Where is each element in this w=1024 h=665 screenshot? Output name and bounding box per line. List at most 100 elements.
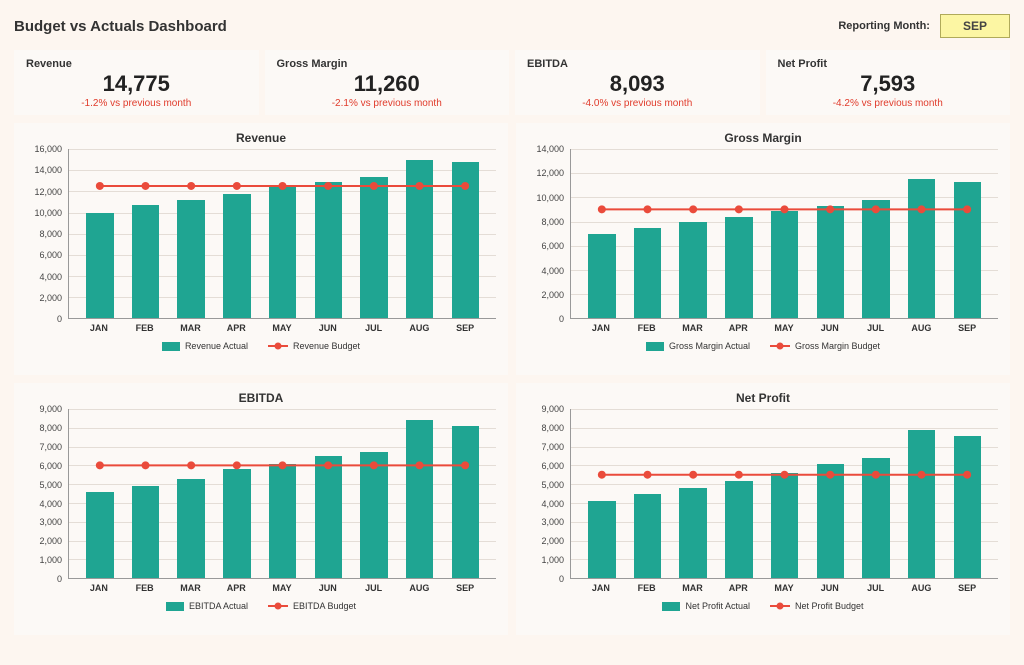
y-axis: 01,0002,0003,0004,0005,0006,0007,0008,00… [26, 409, 68, 579]
bar-slot [944, 409, 990, 578]
bar-slot [716, 409, 762, 578]
chart-card-revenue: Revenue02,0004,0006,0008,00010,00012,000… [14, 123, 508, 375]
bar-slot [442, 149, 488, 318]
x-tick-label: MAY [259, 583, 305, 593]
x-axis: JANFEBMARAPRMAYJUNJULAUGSEP [528, 323, 998, 333]
bar-slot [351, 149, 397, 318]
bar [132, 205, 159, 318]
bar-slot [123, 409, 169, 578]
x-tick-label: MAY [259, 323, 305, 333]
x-tick-label: FEB [122, 323, 168, 333]
x-tick-label: APR [213, 583, 259, 593]
bar [406, 160, 433, 318]
bar-slot [807, 149, 853, 318]
kpi-label: Revenue [26, 58, 247, 70]
legend-item-budget: Revenue Budget [268, 341, 360, 351]
bar-slot [579, 149, 625, 318]
bar [862, 200, 889, 318]
bar [725, 217, 752, 318]
bars [69, 149, 496, 318]
legend-item-budget: EBITDA Budget [268, 601, 356, 611]
bar [86, 213, 113, 319]
bar [679, 222, 706, 319]
legend-label: Gross Margin Budget [795, 341, 880, 351]
bar-slot [899, 409, 945, 578]
legend-label: Revenue Actual [185, 341, 248, 351]
line-swatch-icon [770, 605, 790, 607]
legend-item-budget: Gross Margin Budget [770, 341, 880, 351]
line-swatch-icon [268, 605, 288, 607]
chart-plot: 02,0004,0006,0008,00010,00012,00014,0001… [26, 149, 496, 319]
kpi-card: Revenue14,775-1.2% vs previous month [14, 50, 259, 115]
bar [360, 452, 387, 578]
bar [360, 177, 387, 319]
bar-slot [670, 409, 716, 578]
x-tick-label: MAR [670, 323, 716, 333]
x-tick-label: AUG [898, 323, 944, 333]
x-tick-label: JUN [807, 583, 853, 593]
kpi-delta: -2.1% vs previous month [277, 98, 498, 109]
bar-slot [123, 149, 169, 318]
y-axis: 02,0004,0006,0008,00010,00012,00014,0001… [26, 149, 68, 319]
plot-area [570, 149, 998, 319]
kpi-label: Gross Margin [277, 58, 498, 70]
x-tick-label: AUG [898, 583, 944, 593]
kpi-card: EBITDA8,093-4.0% vs previous month [515, 50, 760, 115]
bars [571, 409, 998, 578]
kpi-label: EBITDA [527, 58, 748, 70]
bar [588, 501, 615, 578]
page-title: Budget vs Actuals Dashboard [14, 18, 227, 35]
bar [177, 479, 204, 579]
legend-item-actual: Net Profit Actual [662, 601, 750, 611]
bar [862, 458, 889, 578]
bar [771, 473, 798, 578]
reporting-month-value[interactable]: SEP [940, 14, 1010, 38]
x-tick-label: MAR [670, 583, 716, 593]
kpi-value: 7,593 [778, 72, 999, 96]
x-tick-label: MAY [761, 583, 807, 593]
plot-area [68, 149, 496, 319]
kpi-value: 8,093 [527, 72, 748, 96]
bar [908, 430, 935, 578]
y-axis: 01,0002,0003,0004,0005,0006,0007,0008,00… [528, 409, 570, 579]
x-axis: JANFEBMARAPRMAYJUNJULAUGSEP [26, 323, 496, 333]
legend: Gross Margin ActualGross Margin Budget [528, 341, 998, 351]
bar [817, 464, 844, 579]
bar-swatch-icon [162, 342, 180, 351]
bar [634, 228, 661, 319]
kpi-value: 14,775 [26, 72, 247, 96]
x-tick-label: AUG [396, 323, 442, 333]
kpi-label: Net Profit [778, 58, 999, 70]
chart-title: EBITDA [26, 391, 496, 405]
bar [406, 420, 433, 578]
x-axis: JANFEBMARAPRMAYJUNJULAUGSEP [528, 583, 998, 593]
x-tick-label: JUL [853, 323, 899, 333]
x-tick-label: JUL [351, 583, 397, 593]
bar-slot [397, 409, 443, 578]
x-tick-label: JAN [578, 323, 624, 333]
bar [223, 469, 250, 578]
chart-title: Gross Margin [528, 131, 998, 145]
legend: Net Profit Actual Net Profit Budget [528, 601, 998, 611]
reporting-month-label: Reporting Month: [838, 20, 930, 32]
bar-slot [305, 409, 351, 578]
bar-slot [442, 409, 488, 578]
legend-item-actual: Revenue Actual [162, 341, 248, 351]
chart-plot: 02,0004,0006,0008,00010,00012,00014,000 [528, 149, 998, 319]
bar [954, 182, 981, 318]
x-tick-label: JUN [305, 583, 351, 593]
y-axis: 02,0004,0006,0008,00010,00012,00014,000 [528, 149, 570, 319]
bar [132, 486, 159, 578]
legend-item-budget: Net Profit Budget [770, 601, 864, 611]
kpi-row: Revenue14,775-1.2% vs previous monthGros… [14, 50, 1010, 115]
chart-plot: 01,0002,0003,0004,0005,0006,0007,0008,00… [528, 409, 998, 579]
bar [269, 464, 296, 579]
legend-label: EBITDA Budget [293, 601, 356, 611]
chart-card-net_profit: Net Profit01,0002,0003,0004,0005,0006,00… [516, 383, 1010, 635]
line-swatch-icon [770, 345, 790, 347]
bar [725, 481, 752, 579]
x-tick-label: MAR [168, 323, 214, 333]
x-tick-label: JUL [853, 583, 899, 593]
bar [908, 179, 935, 318]
x-tick-label: FEB [624, 583, 670, 593]
